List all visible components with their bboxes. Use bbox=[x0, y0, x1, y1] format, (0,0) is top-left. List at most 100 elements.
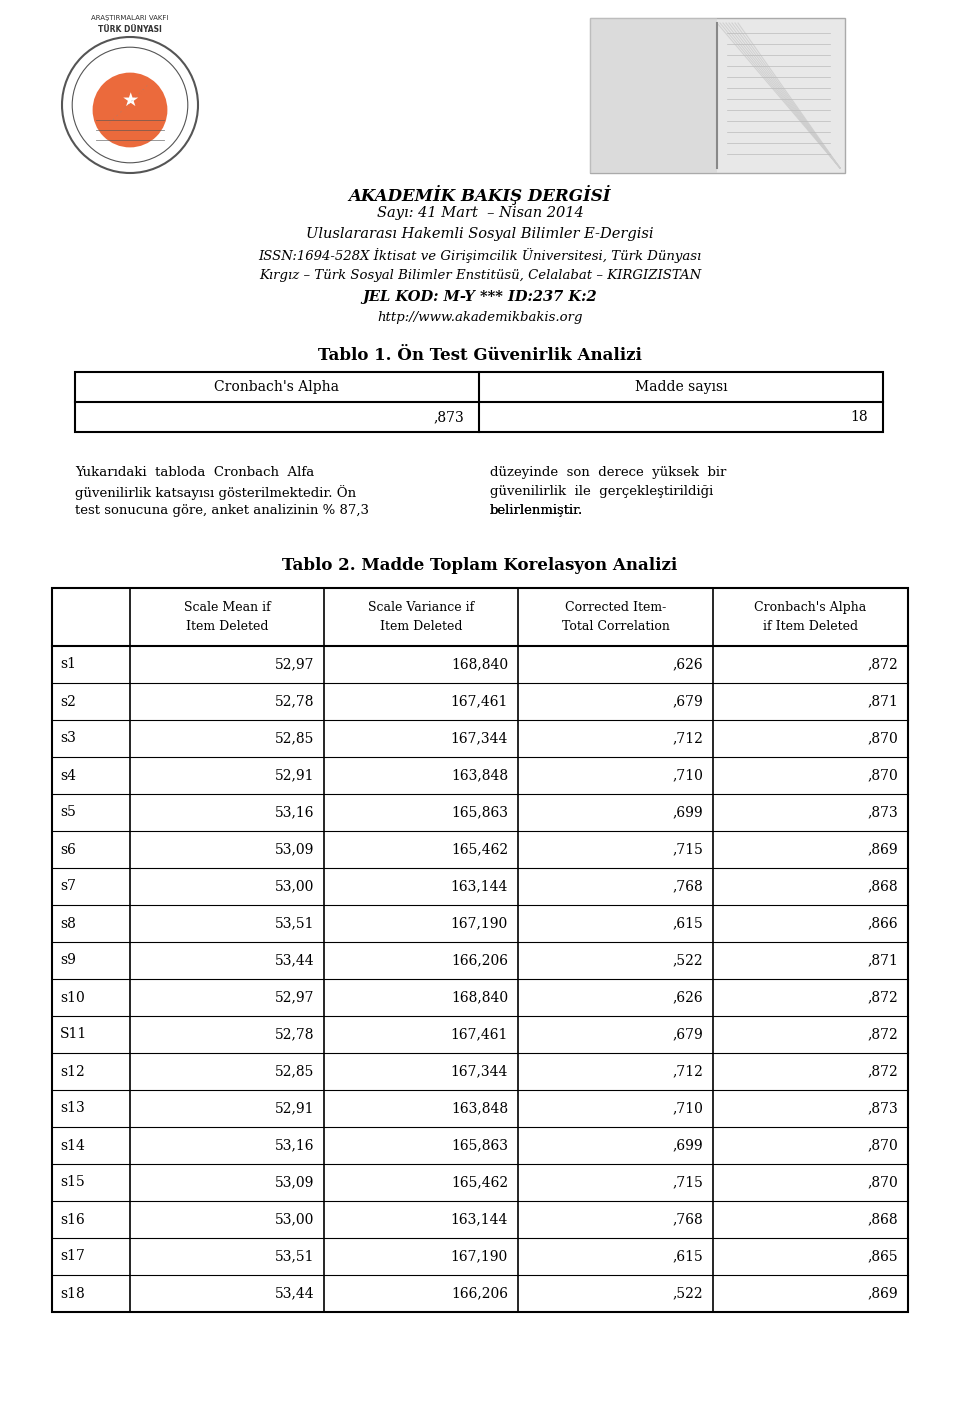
Text: Sayı: 41 Mart  – Nisan 2014: Sayı: 41 Mart – Nisan 2014 bbox=[376, 206, 584, 220]
Text: s1: s1 bbox=[60, 658, 76, 672]
Text: s15: s15 bbox=[60, 1176, 84, 1190]
Text: ,710: ,710 bbox=[672, 1102, 703, 1116]
Text: s10: s10 bbox=[60, 991, 84, 1004]
Text: Scale Variance if
Item Deleted: Scale Variance if Item Deleted bbox=[368, 601, 474, 632]
Text: Cronbach's Alpha: Cronbach's Alpha bbox=[214, 380, 340, 394]
Text: 165,863: 165,863 bbox=[451, 805, 508, 820]
Text: ,868: ,868 bbox=[868, 879, 898, 893]
Text: Tablo 2. Madde Toplam Korelasyon Analizi: Tablo 2. Madde Toplam Korelasyon Analizi bbox=[282, 557, 678, 574]
Text: test sonucuna göre, anket analizinin % 87,3: test sonucuna göre, anket analizinin % 8… bbox=[75, 503, 369, 518]
Text: ,715: ,715 bbox=[672, 1176, 703, 1190]
Text: ,865: ,865 bbox=[868, 1249, 898, 1263]
Text: ,679: ,679 bbox=[672, 695, 703, 709]
Bar bbox=[590, 18, 717, 173]
Text: 53,44: 53,44 bbox=[275, 953, 314, 967]
Text: s13: s13 bbox=[60, 1102, 84, 1116]
Text: ,873: ,873 bbox=[867, 1102, 898, 1116]
Text: ,868: ,868 bbox=[868, 1212, 898, 1227]
Text: ,870: ,870 bbox=[867, 732, 898, 746]
Text: s17: s17 bbox=[60, 1249, 84, 1263]
Text: Tablo 1. Ön Test Güvenirlik Analizi: Tablo 1. Ön Test Güvenirlik Analizi bbox=[318, 347, 642, 364]
Text: Corrected Item-
Total Correlation: Corrected Item- Total Correlation bbox=[562, 601, 669, 632]
Text: 167,344: 167,344 bbox=[450, 1065, 508, 1079]
Text: güvenilirlik  ile  gerçekleştirildiği: güvenilirlik ile gerçekleştirildiği bbox=[490, 485, 713, 498]
Text: s8: s8 bbox=[60, 916, 76, 930]
Text: 52,97: 52,97 bbox=[275, 658, 314, 672]
Text: 53,09: 53,09 bbox=[275, 842, 314, 856]
Bar bbox=[52, 588, 908, 1312]
Text: s6: s6 bbox=[60, 842, 76, 856]
Text: ,615: ,615 bbox=[672, 916, 703, 930]
Text: 163,144: 163,144 bbox=[450, 879, 508, 893]
Text: 52,78: 52,78 bbox=[275, 1028, 314, 1041]
Text: 166,206: 166,206 bbox=[451, 1286, 508, 1300]
Text: 167,190: 167,190 bbox=[451, 916, 508, 930]
Text: s12: s12 bbox=[60, 1065, 84, 1079]
Text: Madde sayısı: Madde sayısı bbox=[635, 380, 728, 394]
Text: 163,144: 163,144 bbox=[450, 1212, 508, 1227]
Circle shape bbox=[62, 37, 198, 173]
Text: ,712: ,712 bbox=[672, 1065, 703, 1079]
Text: 52,78: 52,78 bbox=[275, 695, 314, 709]
Text: http://www.akademikbakis.org: http://www.akademikbakis.org bbox=[377, 311, 583, 323]
Text: ,522: ,522 bbox=[672, 1286, 703, 1300]
Text: 53,09: 53,09 bbox=[275, 1176, 314, 1190]
Text: ,873: ,873 bbox=[867, 805, 898, 820]
Text: 52,91: 52,91 bbox=[275, 769, 314, 783]
Text: ,866: ,866 bbox=[868, 916, 898, 930]
Text: 53,44: 53,44 bbox=[275, 1286, 314, 1300]
Text: s7: s7 bbox=[60, 879, 76, 893]
Text: S11: S11 bbox=[60, 1028, 87, 1041]
Text: ,872: ,872 bbox=[867, 991, 898, 1004]
Text: s16: s16 bbox=[60, 1212, 84, 1227]
Text: s3: s3 bbox=[60, 732, 76, 746]
Text: ★: ★ bbox=[121, 91, 139, 109]
Text: 163,848: 163,848 bbox=[451, 1102, 508, 1116]
Text: 168,840: 168,840 bbox=[451, 991, 508, 1004]
Text: ,869: ,869 bbox=[868, 1286, 898, 1300]
Text: 166,206: 166,206 bbox=[451, 953, 508, 967]
Text: ,871: ,871 bbox=[867, 695, 898, 709]
Text: ISSN:1694-528X İktisat ve Girişimcilik Üniversitesi, Türk Dünyası: ISSN:1694-528X İktisat ve Girişimcilik Ü… bbox=[258, 248, 702, 262]
Text: s5: s5 bbox=[60, 805, 76, 820]
Text: 167,344: 167,344 bbox=[450, 732, 508, 746]
Text: ARAŞTIRMALARI VAKFI: ARAŞTIRMALARI VAKFI bbox=[91, 16, 169, 21]
Text: Kırgız – Türk Sosyal Bilimler Enstitüsü, Celalabat – KIRGIZISTAN: Kırgız – Türk Sosyal Bilimler Enstitüsü,… bbox=[259, 269, 701, 282]
Text: s4: s4 bbox=[60, 769, 76, 783]
Text: JEL KOD: M-Y *** ID:237 K:2: JEL KOD: M-Y *** ID:237 K:2 bbox=[363, 291, 597, 303]
Text: 167,190: 167,190 bbox=[451, 1249, 508, 1263]
Text: ,870: ,870 bbox=[867, 769, 898, 783]
Text: s2: s2 bbox=[60, 695, 76, 709]
Text: Uluslararası Hakemli Sosyal Bilimler E-Dergisi: Uluslararası Hakemli Sosyal Bilimler E-D… bbox=[306, 227, 654, 241]
Text: Scale Mean if
Item Deleted: Scale Mean if Item Deleted bbox=[183, 601, 271, 632]
Text: ,768: ,768 bbox=[672, 879, 703, 893]
Text: 53,51: 53,51 bbox=[275, 1249, 314, 1263]
Text: 167,461: 167,461 bbox=[450, 695, 508, 709]
Text: 53,00: 53,00 bbox=[275, 879, 314, 893]
Text: Cronbach's Alpha
if Item Deleted: Cronbach's Alpha if Item Deleted bbox=[755, 601, 867, 632]
Text: belirlenmistir.: belirlenmistir. bbox=[490, 503, 584, 518]
Circle shape bbox=[72, 47, 188, 163]
Text: ,699: ,699 bbox=[672, 1139, 703, 1153]
Text: 52,91: 52,91 bbox=[275, 1102, 314, 1116]
Text: düzeyinde  son  derece  yüksek  bir: düzeyinde son derece yüksek bir bbox=[490, 467, 727, 479]
Text: AKADEMİK BAKIŞ DERGİSİ: AKADEMİK BAKIŞ DERGİSİ bbox=[348, 184, 612, 206]
Text: s18: s18 bbox=[60, 1286, 84, 1300]
Text: ,768: ,768 bbox=[672, 1212, 703, 1227]
Text: ,870: ,870 bbox=[867, 1139, 898, 1153]
Text: ,872: ,872 bbox=[867, 658, 898, 672]
Text: 18: 18 bbox=[851, 410, 868, 424]
Text: ,872: ,872 bbox=[867, 1028, 898, 1041]
Text: s9: s9 bbox=[60, 953, 76, 967]
Text: ,715: ,715 bbox=[672, 842, 703, 856]
Text: s14: s14 bbox=[60, 1139, 84, 1153]
Bar bbox=[75, 372, 883, 432]
Text: ,626: ,626 bbox=[672, 658, 703, 672]
Text: belirlenmiştir.: belirlenmiştir. bbox=[490, 503, 584, 518]
Text: 53,00: 53,00 bbox=[275, 1212, 314, 1227]
Text: 165,863: 165,863 bbox=[451, 1139, 508, 1153]
Text: · · · · · · · · · · ·: · · · · · · · · · · · bbox=[108, 82, 153, 128]
Text: ,710: ,710 bbox=[672, 769, 703, 783]
Text: 53,51: 53,51 bbox=[275, 916, 314, 930]
Text: Yukarıdaki  tabloda  Cronbach  Alfa: Yukarıdaki tabloda Cronbach Alfa bbox=[75, 467, 314, 479]
